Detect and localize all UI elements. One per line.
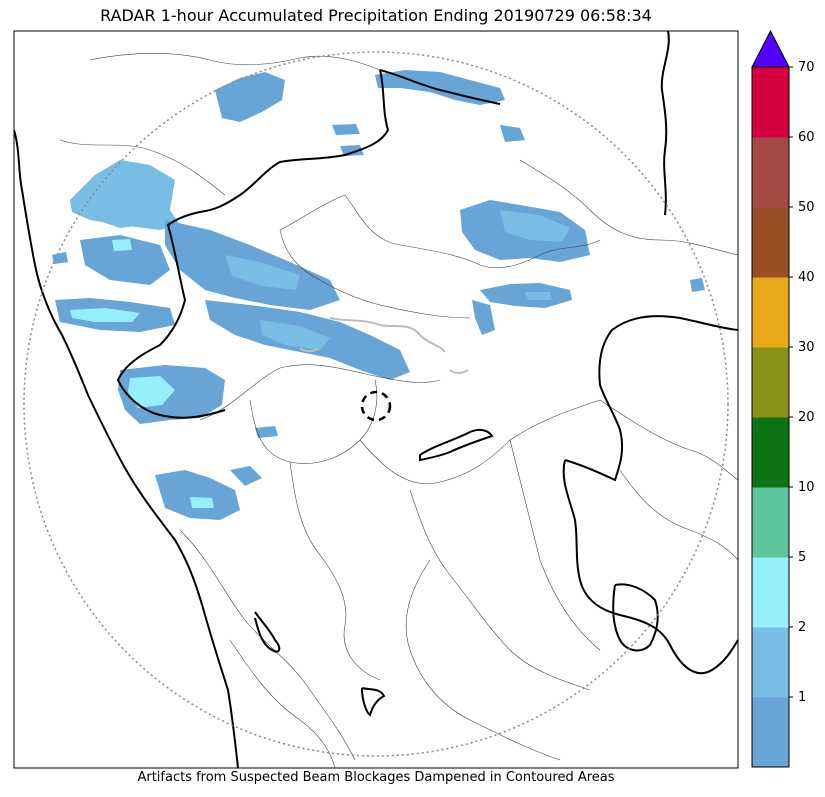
precip-cell — [480, 283, 572, 308]
district-boundary — [59, 139, 226, 196]
colorbar-bin — [752, 557, 789, 628]
district-boundary — [359, 399, 601, 484]
state-boundary — [379, 69, 501, 105]
colorbar-tick-label: 40 — [798, 270, 815, 285]
district-boundary — [279, 194, 601, 269]
district-boundary — [519, 159, 738, 256]
state-boundaries — [14, 31, 738, 768]
precip-core — [112, 239, 132, 251]
blockage-contour — [449, 369, 469, 374]
state-boundary — [254, 611, 281, 653]
state-boundary — [612, 583, 659, 652]
state-boundary — [14, 129, 239, 768]
map-panel — [14, 31, 738, 768]
precip-cell — [155, 470, 240, 520]
district-boundary — [249, 379, 378, 464]
precip-cell — [70, 160, 180, 230]
precip-cell — [80, 235, 170, 285]
precip-core — [225, 255, 300, 290]
precip-core — [500, 210, 570, 242]
district-boundary — [179, 529, 356, 761]
district-boundary — [89, 52, 381, 71]
state-boundary — [419, 428, 494, 462]
district-boundaries — [59, 52, 738, 768]
colorbar-bin — [752, 67, 789, 138]
colorbar-bin — [752, 207, 789, 278]
colorbar-tick-label: 50 — [798, 200, 815, 215]
footer-note: Artifacts from Suspected Beam Blockages … — [137, 770, 615, 785]
district-boundary — [409, 489, 591, 691]
state-boundary — [361, 687, 386, 717]
precip-core — [260, 320, 330, 350]
colorbar-bin — [752, 697, 789, 768]
precip-cell — [52, 252, 68, 264]
precip-core — [100, 205, 150, 228]
colorbar: 1 2 5 10 20 30 40 50 60 70 — [751, 29, 815, 768]
colorbar-tick-label: 60 — [798, 130, 815, 145]
district-boundary — [509, 439, 601, 651]
colorbar-bin — [752, 417, 789, 488]
state-boundary — [564, 315, 738, 482]
precip-core — [128, 376, 175, 408]
state-boundary — [562, 459, 738, 675]
colorbar-bin — [752, 277, 789, 348]
colorbar-tick-label: 1 — [798, 690, 806, 705]
precip-cell — [230, 466, 262, 486]
precip-cell — [255, 426, 278, 438]
precip-cell — [332, 124, 360, 135]
colorbar-tick-label: 30 — [798, 340, 815, 355]
district-boundary — [405, 559, 561, 761]
district-boundary — [619, 469, 738, 561]
blockage-contour — [299, 347, 319, 353]
precipitation-layer — [52, 70, 705, 520]
precip-cell — [472, 300, 495, 335]
colorbar-tick-label: 5 — [798, 550, 806, 565]
precip-core — [190, 497, 214, 508]
colorbar-tick-label: 20 — [798, 410, 815, 425]
state-boundary — [660, 31, 670, 216]
district-boundary — [279, 229, 471, 319]
district-boundary — [289, 461, 381, 681]
colorbar-bin — [752, 137, 789, 208]
precip-cell — [690, 278, 705, 292]
radar-range-ring — [23, 51, 729, 757]
map-frame — [13, 30, 739, 769]
colorbar-bin — [752, 627, 789, 698]
colorbar-bin — [752, 347, 789, 418]
precip-cell — [215, 72, 285, 122]
district-boundary — [229, 639, 336, 768]
precip-cell — [500, 125, 525, 142]
state-boundary — [116, 69, 390, 419]
district-boundary — [199, 364, 441, 421]
beam-blockage-contours — [299, 317, 469, 374]
colorbar-bin — [752, 487, 789, 558]
precip-core — [525, 292, 552, 300]
precip-cell — [340, 145, 364, 156]
radar-site-marker — [360, 390, 392, 422]
colorbar-tick-label: 70 — [798, 60, 815, 75]
precip-core — [70, 308, 140, 322]
map-title: RADAR 1-hour Accumulated Precipitation E… — [100, 6, 652, 25]
blockage-contour — [329, 317, 446, 353]
colorbar-overflow-triangle — [751, 29, 790, 68]
colorbar-tick-label: 2 — [798, 620, 806, 635]
colorbar-tick-label: 10 — [798, 480, 815, 495]
district-boundary — [599, 399, 738, 481]
